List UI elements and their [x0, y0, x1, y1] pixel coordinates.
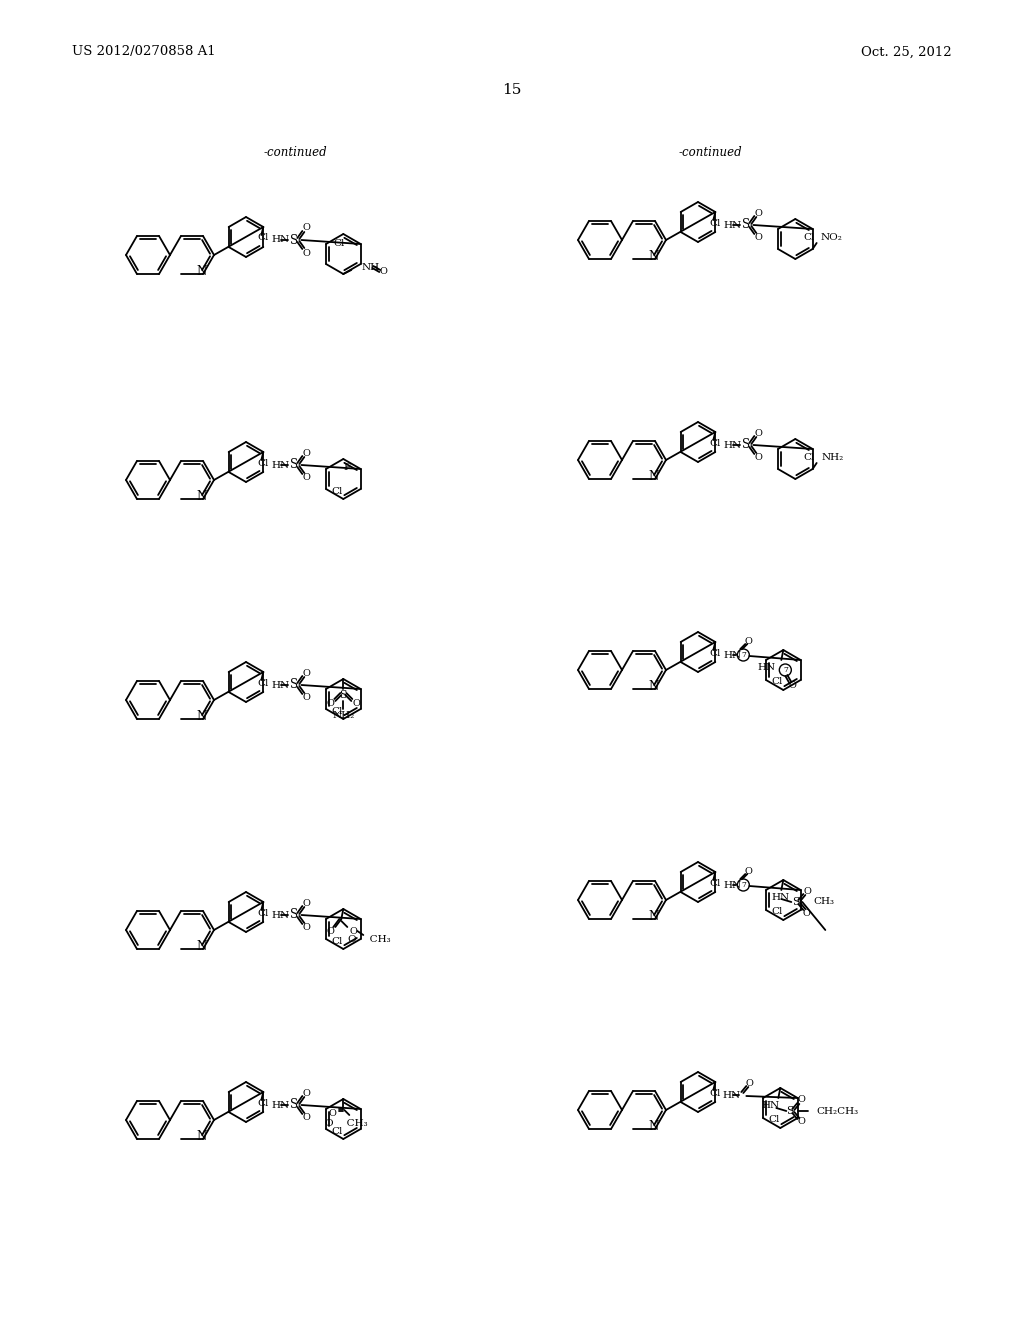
Text: 7: 7 — [741, 651, 745, 659]
Text: O: O — [302, 1089, 310, 1097]
Text: O: O — [755, 234, 762, 243]
Text: HN: HN — [271, 461, 290, 470]
Text: HN: HN — [723, 220, 741, 230]
Text: Cl: Cl — [710, 219, 721, 227]
Text: O: O — [302, 223, 310, 232]
Text: S: S — [290, 458, 298, 471]
Text: Cl: Cl — [769, 1115, 780, 1125]
Text: O: O — [349, 927, 357, 936]
Text: O: O — [744, 636, 753, 645]
Text: O    CH₃: O CH₃ — [348, 935, 391, 944]
Text: Cl: Cl — [332, 706, 343, 715]
Text: Cl: Cl — [258, 678, 269, 688]
Text: NH₂: NH₂ — [821, 454, 844, 462]
Text: HN: HN — [271, 235, 290, 244]
Text: Cl: Cl — [710, 438, 721, 447]
Text: O: O — [803, 909, 810, 919]
Text: N: N — [197, 264, 207, 277]
Text: O: O — [302, 899, 310, 908]
Text: HN: HN — [723, 880, 741, 890]
Text: O: O — [302, 474, 310, 483]
Text: O: O — [745, 1078, 754, 1088]
Text: Oct. 25, 2012: Oct. 25, 2012 — [861, 45, 952, 58]
Text: N: N — [197, 940, 207, 953]
Text: 7: 7 — [783, 667, 787, 675]
Text: O: O — [798, 1096, 805, 1105]
Text: Cl: Cl — [710, 1089, 721, 1097]
Text: -continued: -continued — [678, 145, 741, 158]
Text: S: S — [742, 219, 751, 231]
Text: Cl: Cl — [710, 648, 721, 657]
Text: N: N — [649, 909, 659, 923]
Text: 7: 7 — [741, 880, 745, 888]
Text: S: S — [742, 438, 751, 451]
Text: S: S — [290, 678, 298, 692]
Text: NH: NH — [361, 264, 380, 272]
Text: HN: HN — [761, 1101, 779, 1110]
Text: Cl: Cl — [772, 677, 783, 686]
Text: Cl: Cl — [258, 908, 269, 917]
Text: -continued: -continued — [263, 145, 327, 158]
Text: HN: HN — [271, 681, 290, 689]
Text: Cl: Cl — [772, 908, 783, 916]
Text: O: O — [798, 1117, 805, 1126]
Text: F: F — [344, 462, 351, 471]
Text: O: O — [302, 248, 310, 257]
Text: O: O — [755, 429, 762, 437]
Text: HN: HN — [271, 1101, 290, 1110]
Text: Cl: Cl — [334, 239, 345, 248]
Text: CH₃: CH₃ — [813, 898, 835, 907]
Text: S: S — [290, 908, 298, 921]
Text: 15: 15 — [503, 83, 521, 96]
Text: O    CH₃: O CH₃ — [325, 1119, 368, 1129]
Text: O: O — [327, 927, 334, 936]
Text: O: O — [302, 924, 310, 932]
Text: Cl: Cl — [258, 1098, 269, 1107]
Text: Cl: Cl — [803, 234, 814, 243]
Text: O: O — [302, 693, 310, 702]
Text: NO₂: NO₂ — [820, 234, 843, 243]
Text: Cl: Cl — [710, 879, 721, 887]
Text: S: S — [793, 898, 800, 907]
Text: Cl: Cl — [803, 454, 814, 462]
Text: S: S — [340, 690, 347, 700]
Text: N: N — [649, 680, 659, 693]
Text: Cl: Cl — [258, 458, 269, 467]
Text: O: O — [302, 668, 310, 677]
Text: O: O — [352, 698, 360, 708]
Text: O: O — [379, 267, 387, 276]
Text: O: O — [302, 1114, 310, 1122]
Text: O: O — [804, 887, 811, 895]
Text: S: S — [786, 1106, 795, 1115]
Text: Cl: Cl — [332, 487, 343, 495]
Text: Cl: Cl — [258, 234, 269, 243]
Text: Cl: Cl — [332, 1126, 343, 1135]
Text: HN: HN — [271, 911, 290, 920]
Text: HN: HN — [757, 663, 775, 672]
Text: NH₂: NH₂ — [332, 711, 354, 721]
Text: CH₂CH₃: CH₂CH₃ — [816, 1106, 858, 1115]
Text: US 2012/0270858 A1: US 2012/0270858 A1 — [72, 45, 216, 58]
Text: O: O — [788, 681, 797, 690]
Text: O: O — [329, 1109, 336, 1118]
Text: HN: HN — [771, 892, 790, 902]
Text: HN: HN — [722, 1090, 740, 1100]
Text: N: N — [649, 470, 659, 483]
Text: O: O — [302, 449, 310, 458]
Text: N: N — [197, 1130, 207, 1143]
Text: N: N — [649, 249, 659, 263]
Text: S: S — [290, 234, 298, 247]
Text: O: O — [327, 698, 334, 708]
Text: S: S — [290, 1098, 298, 1111]
Text: HN: HN — [723, 651, 741, 660]
Text: O: O — [744, 866, 753, 875]
Text: Cl: Cl — [332, 936, 343, 945]
Text: O: O — [755, 454, 762, 462]
Text: N: N — [197, 490, 207, 503]
Text: O: O — [755, 209, 762, 218]
Text: N: N — [649, 1119, 659, 1133]
Text: N: N — [197, 710, 207, 722]
Text: HN: HN — [723, 441, 741, 450]
